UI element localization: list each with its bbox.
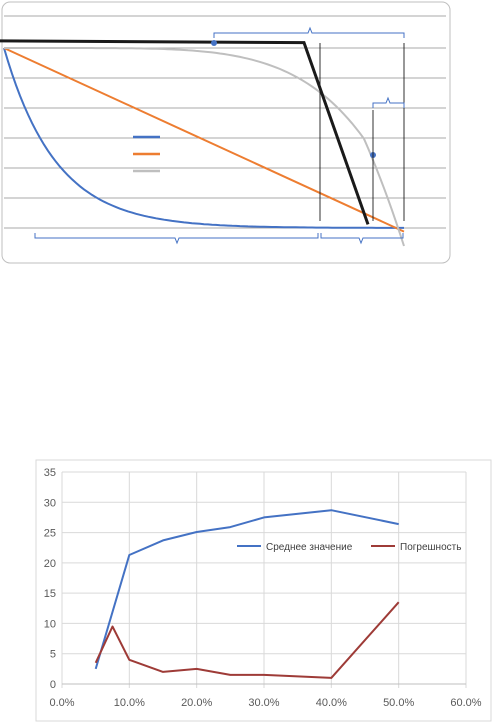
bracket-bottom-left <box>34 233 319 245</box>
series-line-1 <box>94 509 399 670</box>
x-axis-ticks: 0.0% 10.0% 20.0% 30.0% 40.0% 50.0% 60.0% <box>49 697 481 709</box>
x-tick-label: 20.0% <box>181 697 212 709</box>
bracket-right <box>372 96 405 108</box>
x-tick-label: 10.0% <box>114 697 145 709</box>
legend: Среднее значение Погрешность <box>237 542 461 553</box>
x-tick-label: 60.0% <box>450 697 481 709</box>
marker-point <box>211 40 217 46</box>
y-axis-ticks: 0 5 10 15 20 25 30 35 <box>44 467 56 691</box>
y-tick-label: 35 <box>44 467 56 479</box>
series-lines <box>94 509 400 679</box>
series-lines <box>0 39 405 247</box>
legend-label-1: Среднее значение <box>266 542 353 553</box>
schematic-chart <box>0 1 451 264</box>
y-tick-label: 25 <box>44 528 56 540</box>
x-tick-label: 50.0% <box>383 697 414 709</box>
gridlines <box>61 471 467 688</box>
y-tick-label: 30 <box>44 497 56 509</box>
bracket-top <box>213 26 405 38</box>
x-tick-label: 40.0% <box>316 697 347 709</box>
series-line-2 <box>94 601 400 679</box>
y-tick-label: 0 <box>50 679 56 691</box>
y-tick-label: 20 <box>44 558 56 570</box>
x-tick-label: 30.0% <box>248 697 279 709</box>
series-line-3 <box>4 47 405 247</box>
x-tick-label: 0.0% <box>49 697 74 709</box>
y-tick-label: 10 <box>44 618 56 630</box>
bracket-bottom-right <box>320 233 404 245</box>
y-tick-label: 5 <box>50 649 56 661</box>
series-line-2 <box>3 47 405 233</box>
legend <box>133 135 160 173</box>
annotations <box>34 26 405 245</box>
y-tick-label: 15 <box>44 588 56 600</box>
legend-label-2: Погрешность <box>400 542 461 553</box>
series-line-1 <box>3 47 404 229</box>
series-line-4 <box>0 39 370 225</box>
line-chart: 0 5 10 15 20 25 30 35 0.0% 10.0% 20.0% 30.0% 40.0% 5… <box>35 459 492 722</box>
